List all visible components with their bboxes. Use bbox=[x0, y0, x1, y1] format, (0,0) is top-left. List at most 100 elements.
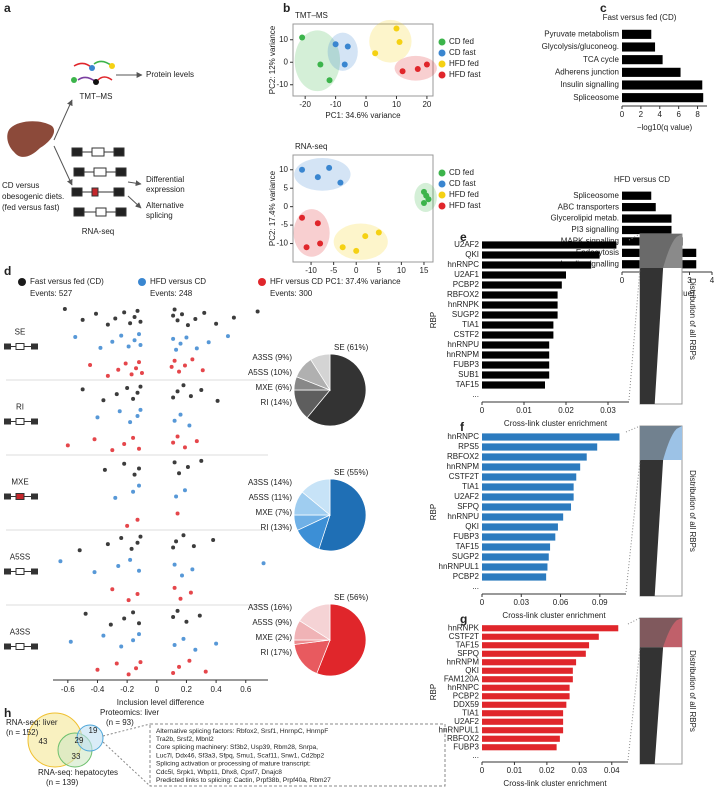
event-icon bbox=[4, 418, 11, 425]
inset-label: Distribution of all RBPs bbox=[688, 650, 697, 732]
point bbox=[122, 310, 127, 315]
category-label: FUBP3 bbox=[453, 360, 479, 369]
row-label: A5SS bbox=[10, 553, 30, 562]
row-label: MXE bbox=[11, 478, 28, 487]
point bbox=[125, 523, 130, 528]
point bbox=[114, 392, 119, 397]
pie-label: RI (17%) bbox=[260, 648, 292, 657]
category-label: U2AF2 bbox=[454, 717, 479, 726]
bar bbox=[482, 351, 550, 359]
point bbox=[95, 667, 100, 672]
pie-slice bbox=[299, 603, 331, 641]
point bbox=[131, 435, 136, 440]
point bbox=[190, 357, 195, 362]
point bbox=[184, 335, 189, 340]
exon bbox=[73, 167, 85, 177]
x-tick-label: 0 bbox=[480, 406, 485, 415]
point bbox=[255, 309, 260, 314]
protein-dot bbox=[109, 63, 115, 69]
legend-swatch bbox=[438, 169, 446, 177]
point bbox=[88, 362, 93, 367]
point bbox=[344, 43, 351, 50]
bar bbox=[482, 625, 619, 632]
point bbox=[393, 25, 400, 32]
point bbox=[137, 621, 141, 626]
point bbox=[105, 373, 110, 378]
point bbox=[362, 233, 369, 240]
point bbox=[137, 332, 141, 337]
exon bbox=[71, 187, 83, 197]
point bbox=[193, 316, 198, 321]
group-ellipse bbox=[294, 157, 351, 191]
bar bbox=[482, 676, 573, 683]
point bbox=[138, 660, 143, 665]
x-tick-label: -10 bbox=[305, 266, 317, 275]
point bbox=[188, 394, 193, 399]
pie-label: A5SS (11%) bbox=[249, 493, 293, 502]
input-label: (fed versus fast) bbox=[2, 203, 60, 212]
bar bbox=[482, 563, 548, 571]
bar bbox=[482, 503, 572, 511]
x-tick-label: 4 bbox=[658, 110, 663, 119]
point bbox=[92, 570, 97, 575]
category-label: hnRNPM bbox=[447, 462, 480, 471]
set-label: Proteomics: liver bbox=[100, 708, 159, 717]
y-axis-label: RBP bbox=[429, 504, 438, 520]
panel-a: TMT–MS Protein levels RNA-seq Differenti… bbox=[2, 60, 194, 236]
category-label: ... bbox=[472, 751, 479, 760]
pie-label: SE (61%) bbox=[334, 343, 369, 352]
note-line: Predicted links to splicing: Cactin, Prp… bbox=[156, 777, 331, 784]
exon bbox=[73, 207, 85, 217]
legend-label: Fast versus fed (CD) bbox=[30, 277, 104, 286]
point bbox=[215, 398, 220, 403]
bar bbox=[482, 251, 600, 259]
protein-dot bbox=[89, 65, 95, 71]
bar bbox=[622, 29, 652, 39]
bar bbox=[482, 311, 558, 319]
point bbox=[83, 611, 88, 616]
x-tick-label: 0 bbox=[620, 110, 625, 119]
category-label: TIA1 bbox=[462, 320, 479, 329]
point bbox=[423, 61, 430, 68]
point bbox=[169, 364, 174, 369]
point bbox=[171, 615, 176, 620]
legend-swatch bbox=[438, 202, 446, 210]
category-label: hnRNPUL1 bbox=[439, 562, 480, 571]
arrow bbox=[53, 145, 73, 186]
point bbox=[132, 315, 137, 320]
point bbox=[131, 396, 136, 401]
bar bbox=[482, 281, 562, 289]
x-tick-label: 0.01 bbox=[507, 766, 523, 775]
pie-label: A5SS (10%) bbox=[248, 368, 292, 377]
point bbox=[110, 587, 115, 592]
pie-slice bbox=[316, 603, 367, 677]
x-tick-label: 0 bbox=[155, 685, 160, 694]
point bbox=[261, 561, 266, 566]
bar bbox=[482, 667, 573, 674]
y-axis-label: RBP bbox=[429, 312, 438, 328]
region-count: 43 bbox=[39, 737, 48, 746]
point bbox=[139, 371, 144, 376]
panel-h: RNA-seq: liver (n = 152) Proteomics: liv… bbox=[6, 708, 446, 787]
pie-slice bbox=[318, 478, 367, 552]
point bbox=[73, 334, 78, 339]
output-label: Protein levels bbox=[146, 70, 194, 79]
point bbox=[185, 323, 190, 328]
point bbox=[231, 315, 236, 320]
legend-swatch bbox=[258, 278, 266, 286]
pie-slice bbox=[306, 353, 367, 427]
exon bbox=[95, 207, 107, 217]
x-tick-label: -10 bbox=[330, 100, 342, 109]
liver-icon bbox=[7, 121, 55, 157]
legend-label: HFD fast bbox=[449, 201, 481, 210]
point bbox=[420, 188, 427, 195]
legend-events: Events: 248 bbox=[150, 289, 193, 298]
point bbox=[134, 666, 139, 671]
point bbox=[77, 548, 82, 553]
x-tick-label: 0.06 bbox=[553, 598, 569, 607]
bar bbox=[482, 331, 554, 339]
row-label: A3SS bbox=[10, 628, 30, 637]
category-label: Adherens junction bbox=[555, 67, 619, 76]
point bbox=[172, 307, 177, 312]
legend-swatch bbox=[438, 191, 446, 199]
